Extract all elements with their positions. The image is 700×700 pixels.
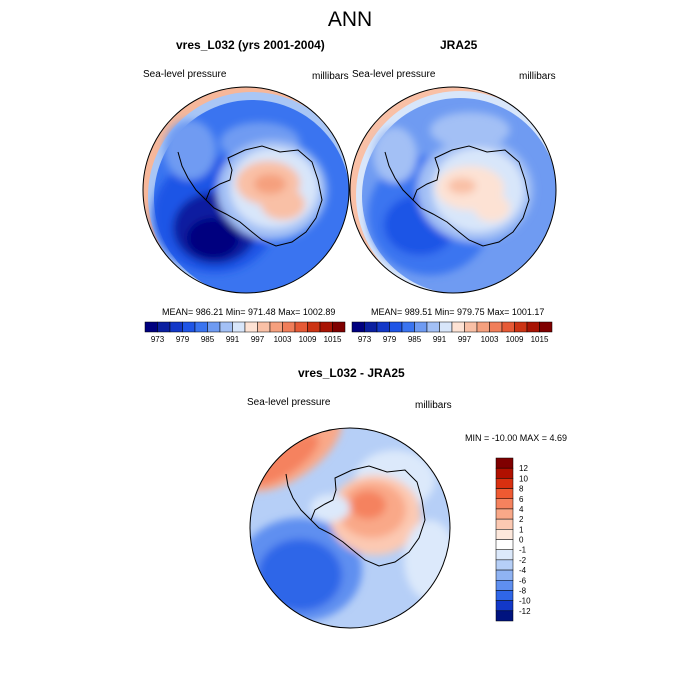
colorbar-tick-label: -2 <box>519 556 527 565</box>
colorbar-tick-label: 985 <box>408 335 422 344</box>
panel-2-stats: MEAN= 989.51 Min= 979.75 Max= 1001.17 <box>371 307 545 317</box>
colorbar-tick-label: 10 <box>519 474 528 483</box>
colorbar-panel-1: 973 979 985 991 997 1003 1009 1015 <box>144 321 346 344</box>
colorbar-swatch <box>489 321 503 333</box>
panel-3-variable-label: Sea-level pressure <box>247 397 331 408</box>
colorbar-tick-label: 1003 <box>481 335 499 344</box>
colorbar-swatch <box>495 529 514 540</box>
colorbar-swatch <box>495 539 514 550</box>
colorbar-swatch <box>495 590 514 601</box>
colorbar-swatch <box>501 321 515 333</box>
colorbar-swatch <box>232 321 246 333</box>
colorbar-tick-label: 1009 <box>299 335 317 344</box>
colorbar-swatch <box>169 321 183 333</box>
colorbar-tick-label: -10 <box>519 597 531 606</box>
colorbar-swatch <box>539 321 553 333</box>
colorbar-tick-label: -1 <box>519 546 527 555</box>
colorbar-swatch <box>495 559 514 571</box>
colorbar-tick-label: 1 <box>519 525 524 534</box>
colorbar-tick-label: 979 <box>176 335 190 344</box>
panel-2-variable-label: Sea-level pressure <box>352 69 436 80</box>
colorbar-swatch <box>464 321 478 333</box>
colorbar-swatch <box>495 498 514 510</box>
panel-3-title: vres_L032 - JRA25 <box>298 366 405 380</box>
colorbar-swatch <box>319 321 333 333</box>
colorbar-tick-label: -8 <box>519 586 527 595</box>
panel-2-title: JRA25 <box>440 38 478 52</box>
colorbar-swatch <box>257 321 271 333</box>
colorbar-tick-label: 8 <box>519 485 524 494</box>
colorbar-swatch <box>526 321 540 333</box>
colorbar-tick-label: 1009 <box>506 335 524 344</box>
colorbar-swatch <box>476 321 490 333</box>
colorbar-tick-label: -6 <box>519 576 527 585</box>
colorbar-swatch <box>351 321 365 333</box>
map-3-difference <box>249 427 451 629</box>
panel-1-units-label: millibars <box>312 71 349 82</box>
colorbar-tick-label: 1015 <box>324 335 342 344</box>
colorbar-swatch <box>451 321 465 333</box>
colorbar-swatch <box>376 321 390 333</box>
colorbar-swatch <box>495 508 514 520</box>
colorbar-swatch <box>439 321 453 333</box>
colorbar-swatch <box>495 580 514 591</box>
colorbar-swatch <box>495 467 514 479</box>
colorbar-swatch <box>514 321 528 333</box>
colorbar-tick-label: 1003 <box>274 335 292 344</box>
colorbar-swatch <box>269 321 283 333</box>
colorbar-tick-label: 1015 <box>531 335 549 344</box>
colorbar-tick-label: 4 <box>519 505 524 514</box>
main-title: ANN <box>327 8 373 31</box>
colorbar-tick-label: 979 <box>383 335 397 344</box>
colorbar-tick-label: 997 <box>251 335 265 344</box>
colorbar-swatch <box>294 321 308 333</box>
colorbar-swatch <box>495 549 514 561</box>
colorbar-swatch <box>307 321 321 333</box>
colorbar-swatch <box>495 600 514 612</box>
colorbar-swatch <box>495 457 514 469</box>
panel-2-units-label: millibars <box>519 71 556 82</box>
colorbar-swatch <box>219 321 233 333</box>
colorbar-tick-label: 0 <box>519 536 524 545</box>
colorbar-swatch <box>364 321 378 333</box>
colorbar-swatch <box>426 321 440 333</box>
colorbar-panel-2: 973 979 985 991 997 1003 1009 1015 <box>351 321 553 344</box>
colorbar-swatch <box>495 478 514 489</box>
colorbar-tick-label: 985 <box>201 335 215 344</box>
colorbar-swatch <box>182 321 196 333</box>
colorbar-swatch <box>157 321 171 333</box>
colorbar-swatch <box>282 321 296 333</box>
colorbar-swatch <box>207 321 221 333</box>
colorbar-swatch <box>144 321 158 333</box>
colorbar-tick-label: 991 <box>226 335 240 344</box>
colorbar-swatch <box>401 321 415 333</box>
colorbar-swatch <box>495 610 514 622</box>
colorbar-tick-label: 6 <box>519 495 524 504</box>
colorbar-swatch <box>495 569 514 581</box>
panel-1-variable-label: Sea-level pressure <box>143 69 227 80</box>
panel-1-stats: MEAN= 986.21 Min= 971.48 Max= 1002.89 <box>162 307 336 317</box>
colorbar-tick-label: -12 <box>519 607 531 616</box>
colorbar-tick-label: 12 <box>519 464 528 473</box>
map-1-model <box>142 86 350 294</box>
colorbar-swatch <box>389 321 403 333</box>
colorbar-swatch <box>194 321 208 333</box>
panel-1-title: vres_L032 (yrs 2001-2004) <box>176 38 325 52</box>
colorbar-tick-label: -4 <box>519 566 527 575</box>
colorbar-swatch <box>495 488 514 499</box>
colorbar-tick-label: 991 <box>433 335 447 344</box>
colorbar-tick-label: 2 <box>519 515 524 524</box>
panel-3-stats: MIN = -10.00 MAX = 4.69 <box>465 433 568 443</box>
colorbar-swatch <box>332 321 346 333</box>
colorbar-swatch <box>244 321 258 333</box>
panel-3-units-label: millibars <box>415 400 452 411</box>
colorbar-tick-label: 973 <box>358 335 372 344</box>
colorbar-tick-label: 997 <box>458 335 472 344</box>
colorbar-swatch <box>495 518 514 530</box>
map-2-jra25 <box>349 86 557 294</box>
colorbar-tick-label: 973 <box>151 335 165 344</box>
colorbar-swatch <box>414 321 428 333</box>
